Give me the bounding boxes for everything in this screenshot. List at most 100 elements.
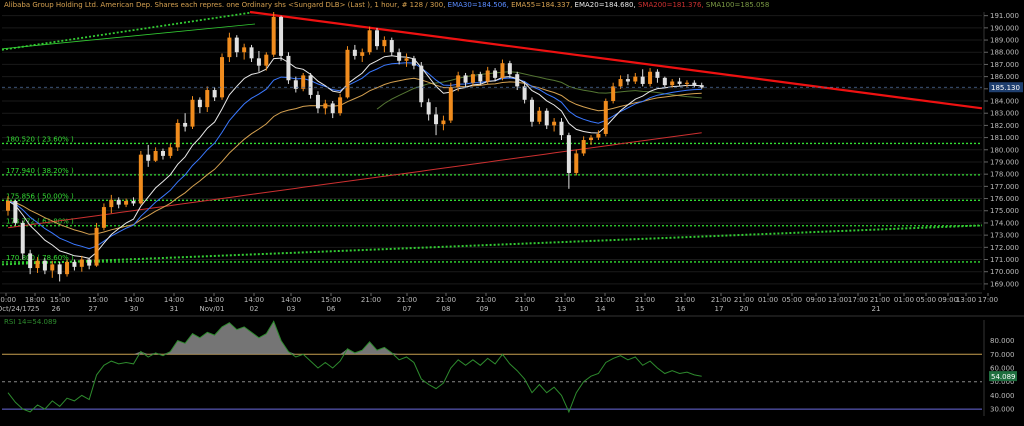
candle-body xyxy=(662,77,667,86)
candle-body xyxy=(522,86,527,100)
time-tick-label: 21:00 xyxy=(711,296,731,304)
candle-body xyxy=(552,121,557,126)
candle-body xyxy=(124,200,129,205)
candle-body xyxy=(205,90,210,108)
candle-body xyxy=(72,261,77,267)
time-tick-label: 01:00 xyxy=(894,296,914,304)
time-tick-label: 21:00 xyxy=(870,296,890,304)
time-tick-label: 18:00 xyxy=(25,296,45,304)
candle-body xyxy=(529,99,534,122)
candle-body xyxy=(101,207,106,228)
price-tick-label: 191.000 xyxy=(990,12,1019,20)
candle-body xyxy=(212,90,217,98)
candle-body xyxy=(611,86,616,102)
candle-body xyxy=(345,49,350,98)
date-label: 30 xyxy=(130,305,139,313)
time-tick-label: 05:00 xyxy=(782,296,802,304)
candle-body xyxy=(382,40,387,47)
time-tick-label: 21:00 xyxy=(515,296,535,304)
date-label: 09 xyxy=(480,305,489,313)
time-tick-label: 21:00 xyxy=(635,296,655,304)
candle-body xyxy=(456,75,461,88)
price-axis: 191.000 190.000 189.000 188.000 187.000 186.0… xyxy=(2,12,1023,290)
candle-body xyxy=(220,57,225,98)
time-tick-label: 21:00 xyxy=(361,296,381,304)
candle-body xyxy=(20,222,25,254)
candle-body xyxy=(249,47,254,59)
price-tick-label: 178.000 xyxy=(990,171,1019,179)
candle-body xyxy=(286,55,291,81)
candle-body xyxy=(35,260,40,269)
time-tick-label: 15:00 xyxy=(50,296,70,304)
candle-body xyxy=(87,259,92,266)
price-tick-label: 177.000 xyxy=(990,183,1019,191)
candle-body xyxy=(389,40,394,53)
price-tick-label: 189.000 xyxy=(990,37,1019,45)
date-label: 08 xyxy=(442,305,451,313)
time-tick-label: 09:00 xyxy=(938,296,958,304)
candle-body xyxy=(633,76,638,82)
price-tick-label: 187.000 xyxy=(990,61,1019,69)
candle-body xyxy=(131,200,136,204)
candle-body xyxy=(544,110,549,126)
candle-body xyxy=(256,58,261,66)
rsi-label: RSI 14=54.089 xyxy=(4,318,57,326)
candle-body xyxy=(65,261,70,275)
candle-body xyxy=(168,147,173,156)
candle-body xyxy=(589,137,594,141)
candle-body xyxy=(308,75,313,95)
candle-body xyxy=(153,151,158,161)
ema30-legend: EMA30=184.506, xyxy=(448,1,509,9)
rsi-tick-label: 80.000 xyxy=(990,337,1015,345)
price-tick-label: 186.000 xyxy=(990,73,1019,81)
upper-channel-trendline xyxy=(1,11,256,51)
candle-body xyxy=(197,99,202,108)
ema55-line xyxy=(7,77,702,235)
date-label: Oct/24/17 xyxy=(0,305,31,313)
candle-body xyxy=(603,101,608,134)
ema20-line xyxy=(7,55,702,259)
candle-body xyxy=(301,75,306,89)
time-tick-label: 15:00 xyxy=(321,296,341,304)
fibonacci-levels: 180.520 ( 23.60% ) 177.940 ( 38.20% ) 175.… xyxy=(2,135,982,263)
rsi-tick-label: 70.000 xyxy=(990,351,1015,359)
time-tick-label: 21:00 xyxy=(734,296,754,304)
time-tick-label: 13:00 xyxy=(828,296,848,304)
time-tick-label: 17:00 xyxy=(978,296,998,304)
date-label: 15 xyxy=(636,305,645,313)
candle-body xyxy=(625,79,630,82)
candle-body xyxy=(434,114,439,125)
candle-body xyxy=(448,87,453,121)
candle-body xyxy=(94,227,99,266)
candle-body xyxy=(57,264,62,275)
date-label: 02 xyxy=(250,305,259,313)
fib-level-label: 180.520 ( 23.60% ) xyxy=(6,135,74,143)
rsi-tick-label: 40.000 xyxy=(990,392,1015,400)
price-tick-label: 183.000 xyxy=(990,110,1019,118)
date-label: 03 xyxy=(287,305,296,313)
date-label: 20 xyxy=(740,305,749,313)
candle-body xyxy=(677,81,682,84)
candle-body xyxy=(271,16,276,55)
chart-header: Alibaba Group Holding Ltd. American Dep.… xyxy=(4,1,769,9)
rsi-tick-label: 60.000 xyxy=(990,365,1015,373)
candle-body xyxy=(470,74,475,83)
price-tick-label: 170.000 xyxy=(990,268,1019,276)
time-tick-label: 14:00 xyxy=(164,296,184,304)
date-label: 31 xyxy=(170,305,179,313)
price-tick-label: 188.000 xyxy=(990,49,1019,57)
time-tick-label: 05:00 xyxy=(916,296,936,304)
price-tick-label: 175.000 xyxy=(990,207,1019,215)
candle-body xyxy=(330,103,335,114)
candle-body xyxy=(28,253,33,269)
candle-body xyxy=(279,16,284,56)
candle-body xyxy=(574,153,579,173)
price-tick-label: 190.000 xyxy=(990,24,1019,32)
price-tick-label: 180.000 xyxy=(990,146,1019,154)
time-tick-label: 17:00 xyxy=(848,296,868,304)
grid xyxy=(2,15,982,285)
candle-body xyxy=(485,70,490,82)
candle-body xyxy=(6,200,10,211)
